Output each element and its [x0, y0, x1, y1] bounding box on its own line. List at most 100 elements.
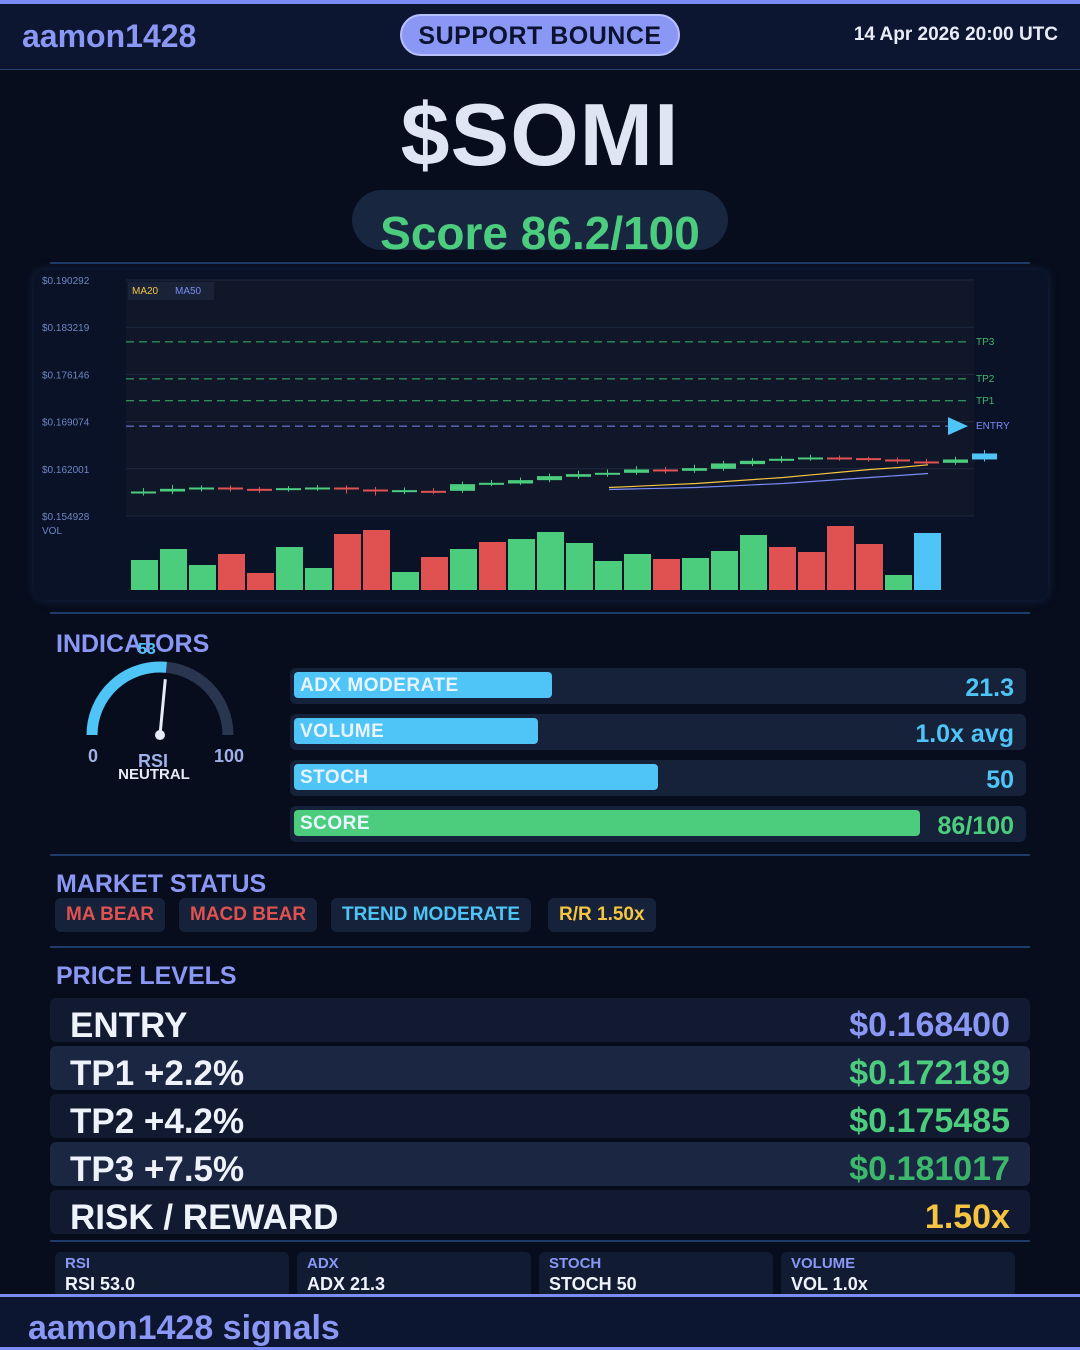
candle-body: [537, 476, 562, 481]
volume-bar: [798, 552, 825, 590]
chart-legend: MA20 MA50: [128, 282, 214, 300]
candle-body: [508, 480, 533, 484]
price-level-row: ENTRY $0.168400: [50, 998, 1030, 1045]
tp1-level-label: TP1: [976, 396, 995, 407]
tp2-level-label: TP2: [976, 374, 995, 385]
stat-card-title: VOLUME: [791, 1255, 856, 1272]
indicator-bar-fill: [294, 672, 552, 698]
price-level-label: ENTRY: [70, 1006, 188, 1045]
stat-card-value: ADX 21.3: [307, 1274, 386, 1294]
candle-body: [914, 461, 939, 464]
rsi-gauge: [86, 661, 234, 740]
divider: [50, 854, 1030, 856]
ma20-line: [608, 464, 929, 489]
volume-bar: [421, 557, 448, 590]
volume-bar: [160, 549, 187, 590]
volume-bar: [479, 542, 506, 590]
candle-body: [943, 459, 968, 463]
candle-body: [798, 457, 823, 460]
indicator-bar-fill: [294, 718, 538, 744]
status-chip: MACD BEAR: [179, 898, 318, 932]
volume-bar: [769, 547, 796, 590]
volume-bar: [653, 559, 680, 590]
candle-body: [653, 469, 678, 472]
signal-type-badge: SUPPORT BOUNCE: [400, 14, 680, 56]
status-chip: TREND MODERATE: [331, 898, 532, 932]
candle-body: [276, 488, 301, 491]
indicator-bar-label: SCORE: [300, 813, 371, 834]
indicator-bar-value: 50: [986, 766, 1014, 794]
volume-bar: [392, 572, 419, 590]
volume-bar: [740, 535, 767, 590]
indicator-bar-value: 86/100: [937, 812, 1014, 840]
price-level-value: $0.175485: [849, 1102, 1010, 1140]
indicator-bar-label: VOLUME: [300, 721, 385, 742]
volume-bar: [914, 533, 941, 590]
price-level-row: TP3 +7.5% $0.181017: [50, 1142, 1030, 1189]
footer-text: aamon1428 signals: [28, 1309, 340, 1347]
stat-card: VOLUME VOL 1.0x: [781, 1252, 1015, 1298]
entry-arrow: [948, 417, 968, 436]
top-accent-line: [0, 0, 1080, 4]
candle-body: [334, 487, 359, 490]
divider: [50, 262, 1030, 264]
score-pill-bg: [352, 190, 728, 250]
price-level-row: TP1 +2.2% $0.172189: [50, 1046, 1030, 1093]
price-axis-label: $0.162001: [42, 465, 90, 476]
candle-body: [769, 458, 794, 461]
volume-bar: [276, 547, 303, 590]
gauge-fill: [86, 661, 167, 736]
indicator-bar-fill: [294, 764, 658, 790]
volume-bar: [856, 544, 883, 590]
candle-body: [885, 459, 910, 462]
candle-body: [827, 457, 852, 460]
candle-body: [421, 490, 446, 493]
price-levels-title: PRICE LEVELS: [56, 962, 237, 990]
legend-ma50: MA50: [175, 286, 202, 297]
stat-card: ADX ADX 21.3: [297, 1252, 531, 1298]
candle-body: [566, 474, 591, 477]
tp3-level-label: TP3: [976, 337, 995, 348]
price-axis-label: $0.176146: [42, 370, 90, 381]
rsi-gauge-min: 0: [88, 746, 99, 766]
stat-card: STOCH STOCH 50: [539, 1252, 773, 1298]
candle-body: [682, 468, 707, 471]
volume-bar: [334, 534, 361, 590]
volume-bar: [624, 554, 651, 590]
indicator-bar-row: VOLUME 1.0x avg: [290, 714, 1026, 750]
candle-body: [131, 491, 156, 494]
volume-bar: [566, 543, 593, 590]
timestamp: 14 Apr 2026 20:00 UTC: [853, 24, 1058, 45]
volume-bar: [305, 568, 332, 590]
username: aamon1428: [22, 18, 197, 54]
rsi-gauge-max: 100: [214, 746, 245, 766]
price-axis-label: $0.154928: [42, 512, 90, 523]
divider: [50, 1240, 1030, 1242]
indicator-bar-label: STOCH: [300, 767, 369, 788]
volume-axis-label: VOL: [42, 526, 62, 537]
rsi-state: NEUTRAL: [118, 766, 190, 783]
candle-body: [624, 469, 649, 473]
volume-bar: [595, 561, 622, 590]
price-level-label: RISK / REWARD: [70, 1198, 339, 1237]
candle-body: [711, 463, 736, 469]
candle-body: [305, 487, 330, 490]
footer-bar: aamon1428 signals: [0, 1294, 1080, 1350]
divider: [50, 946, 1030, 948]
stat-card-title: STOCH: [549, 1255, 602, 1272]
header-bar: aamon1428 SUPPORT BOUNCE 14 Apr 2026 20:…: [0, 4, 1080, 70]
candle-body: [218, 487, 243, 490]
candle-body: [392, 490, 417, 493]
candle-body: [189, 487, 214, 490]
market-status-title: MARKET STATUS: [56, 870, 267, 898]
entry-level-label: ENTRY: [976, 421, 1010, 432]
volume-bar: [189, 565, 216, 590]
volume-bar: [363, 530, 390, 590]
rsi-gauge-value: 53: [138, 641, 156, 658]
indicator-bar-row: STOCH 50: [290, 760, 1026, 796]
volume-bar: [537, 532, 564, 590]
indicator-bar-value: 1.0x avg: [915, 720, 1014, 748]
price-level-label: TP3 +7.5%: [70, 1150, 245, 1189]
indicator-bar-row: ADX MODERATE 21.3: [290, 668, 1026, 704]
stat-card: RSI RSI 53.0: [55, 1252, 289, 1298]
